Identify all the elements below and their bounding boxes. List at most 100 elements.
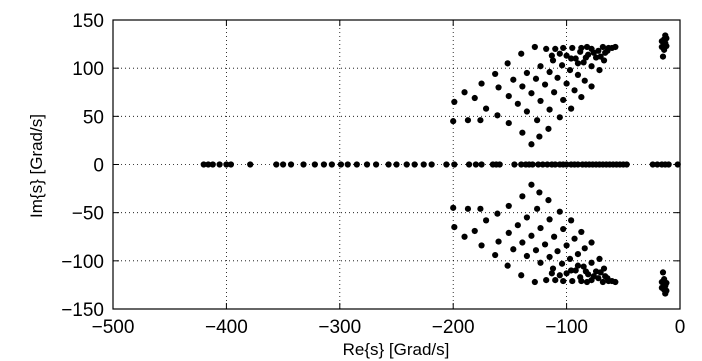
data-point	[451, 224, 458, 231]
data-point	[549, 57, 557, 64]
data-point	[604, 47, 611, 54]
y-tick-label: −100	[61, 252, 104, 273]
y-tick-label: 0	[93, 156, 104, 177]
data-point	[280, 161, 287, 168]
data-point	[581, 245, 588, 252]
data-point	[574, 262, 582, 269]
data-point	[534, 117, 541, 124]
data-point	[465, 161, 473, 168]
data-point	[443, 161, 450, 168]
data-point	[551, 233, 558, 240]
data-point	[477, 117, 484, 124]
x-tick-label: −100	[545, 317, 588, 338]
data-point	[482, 105, 490, 112]
data-point	[556, 50, 563, 57]
data-point	[393, 161, 400, 168]
data-point	[519, 239, 526, 246]
x-tick-label: −300	[318, 317, 361, 338]
data-point	[659, 53, 667, 60]
y-tick-label: 150	[72, 11, 104, 32]
data-point	[665, 161, 672, 168]
data-point	[451, 98, 458, 105]
data-point	[528, 90, 535, 97]
data-point	[504, 262, 511, 269]
data-point	[450, 118, 457, 125]
x-tick-labels: −500 −400 −300 −200 −100 0	[92, 317, 686, 338]
data-point	[545, 197, 552, 204]
data-point	[320, 161, 328, 168]
data-point	[563, 270, 570, 277]
data-point	[514, 100, 521, 107]
data-point	[287, 161, 295, 168]
data-point	[566, 66, 574, 74]
data-point	[571, 235, 578, 242]
y-tick-label: 50	[83, 107, 104, 128]
data-point	[478, 161, 485, 168]
data-point	[596, 255, 603, 263]
data-point	[554, 74, 561, 81]
data-point	[534, 205, 541, 212]
data-point	[658, 43, 665, 51]
data-point	[658, 38, 665, 45]
data-point	[519, 129, 526, 136]
data-point	[496, 161, 503, 168]
data-point	[510, 76, 517, 83]
data-point	[528, 141, 535, 148]
data-point	[581, 77, 588, 84]
data-point	[518, 161, 525, 168]
data-point	[543, 45, 550, 53]
data-point	[337, 161, 345, 168]
data-point	[558, 260, 566, 267]
data-point	[505, 93, 512, 100]
data-point	[492, 251, 499, 259]
data-point	[658, 278, 665, 286]
data-point	[590, 49, 597, 56]
data-point	[556, 272, 563, 279]
data-point	[574, 250, 582, 258]
data-point	[523, 108, 531, 115]
data-point	[578, 228, 585, 236]
data-point	[510, 246, 517, 253]
data-point	[560, 44, 567, 52]
data-point	[478, 242, 485, 249]
data-point	[223, 161, 230, 168]
data-point	[582, 54, 589, 61]
x-tick-label: −500	[92, 317, 135, 338]
y-tick-label: 100	[72, 59, 104, 80]
data-point	[353, 161, 360, 168]
data-point	[649, 161, 656, 168]
data-point	[552, 161, 559, 168]
data-point	[216, 161, 223, 168]
data-point	[597, 269, 604, 276]
data-point	[461, 89, 468, 96]
x-tick-label: −400	[205, 317, 248, 338]
data-point	[505, 229, 512, 236]
data-point	[505, 202, 512, 210]
data-point	[539, 161, 546, 168]
data-point	[546, 216, 553, 223]
data-point	[227, 161, 235, 168]
data-point	[563, 242, 570, 249]
x-axis-title: Re{s} [Grad/s]	[343, 340, 450, 359]
data-point	[531, 43, 538, 51]
data-point	[568, 105, 575, 112]
data-point	[478, 80, 485, 87]
data-point	[659, 269, 667, 276]
data-point	[363, 161, 371, 168]
data-point	[596, 66, 603, 74]
data-point	[545, 125, 552, 132]
data-point	[464, 117, 472, 124]
data-point	[541, 241, 549, 248]
data-point	[495, 84, 502, 91]
data-point	[566, 255, 574, 263]
data-point	[519, 83, 526, 90]
data-points	[200, 32, 681, 297]
data-point	[568, 217, 575, 224]
data-point	[537, 224, 544, 232]
data-point	[541, 81, 549, 88]
data-point	[519, 193, 526, 200]
data-point	[205, 161, 212, 168]
data-point	[658, 284, 665, 291]
data-point	[578, 93, 585, 101]
